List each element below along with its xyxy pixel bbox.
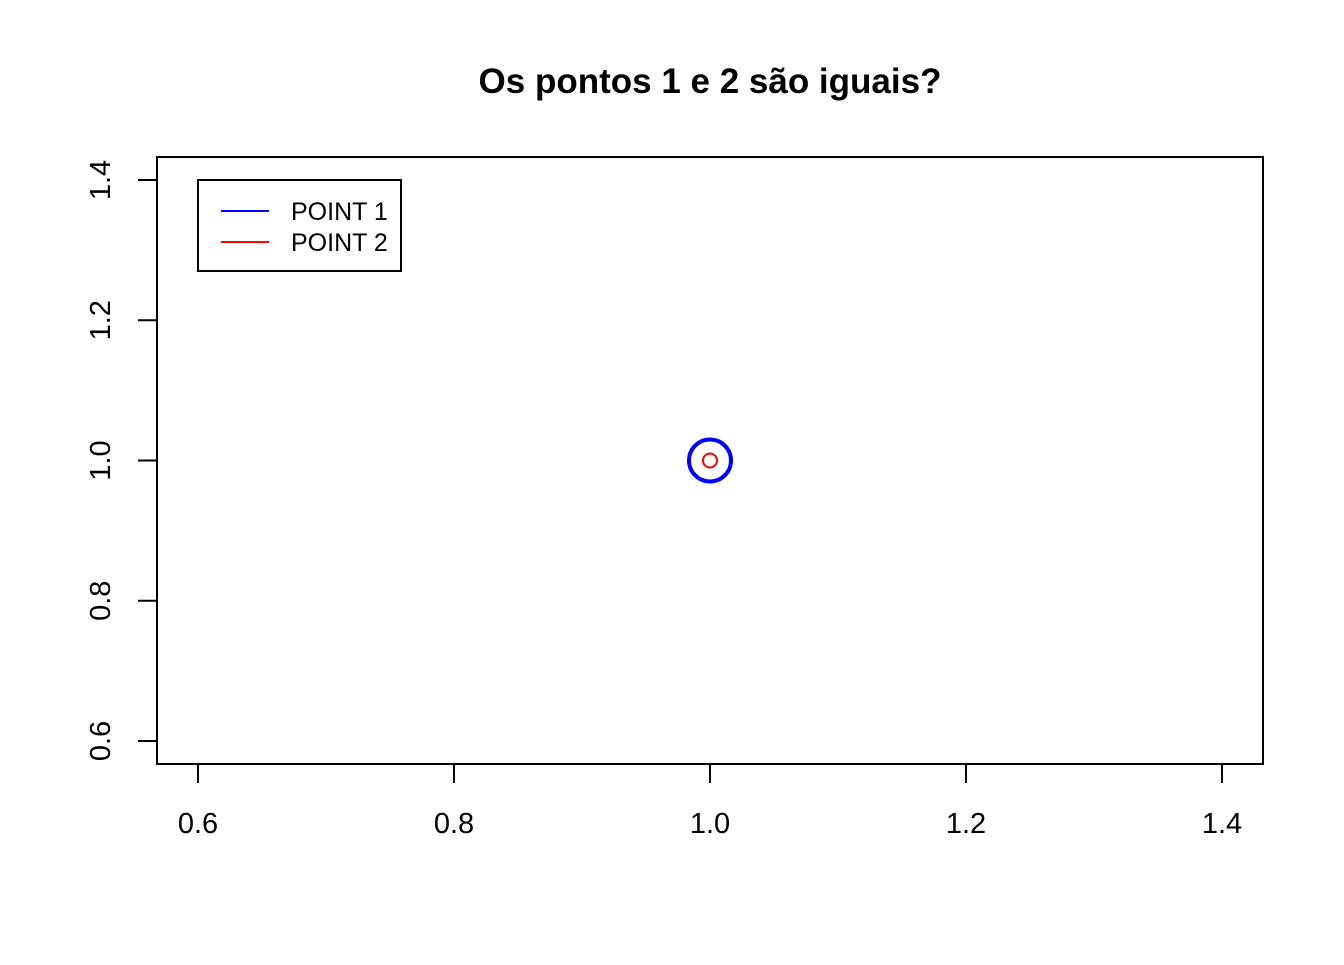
y-tick-label: 1.4 [85, 160, 117, 200]
legend-box [197, 179, 402, 272]
y-tick-label: 1.0 [85, 440, 117, 480]
legend: POINT 1 POINT 2 [197, 179, 402, 272]
point-1-marker [687, 437, 733, 484]
x-axis: 0.6 0.8 1.0 1.2 1.4 [178, 763, 1242, 840]
y-tick-label: 0.8 [85, 581, 117, 621]
legend-label-point-2: POINT 2 [291, 229, 388, 257]
x-tick-label: 1.4 [1202, 808, 1242, 840]
x-tick-label: 1.2 [946, 808, 986, 840]
data-points [687, 437, 733, 484]
point-2-marker [702, 452, 718, 469]
y-axis: 0.6 0.8 1.0 1.2 1.4 [85, 160, 158, 761]
chart-title: Os pontos 1 e 2 são iguais? [479, 62, 942, 101]
x-tick-label: 0.6 [178, 808, 218, 840]
x-tick-label: 1.0 [690, 808, 730, 840]
legend-label-point-1: POINT 1 [291, 198, 388, 226]
y-tick-label: 1.2 [85, 300, 117, 340]
x-tick-label: 0.8 [434, 808, 474, 840]
y-tick-label: 0.6 [85, 721, 117, 761]
